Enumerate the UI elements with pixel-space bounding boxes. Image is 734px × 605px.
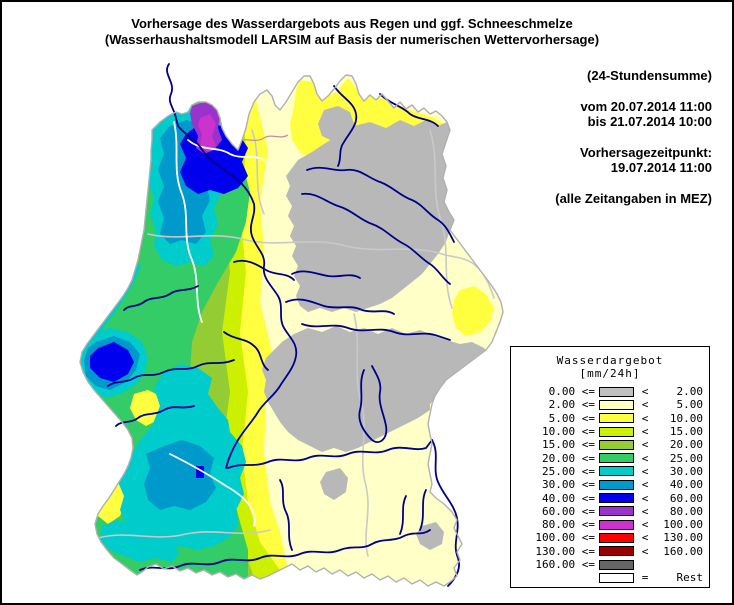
legend-left: 2.00 <= [548, 398, 595, 412]
title-line-1: Vorhersage des Wasserdargebots aus Regen… [131, 16, 573, 31]
legend-left: 60.00 <= [542, 504, 595, 518]
legend-op: < [641, 518, 649, 532]
legend-row-5: 20.00 <= <25.00 [511, 451, 709, 465]
legend-swatch [599, 559, 634, 570]
legend-unit: [mm/24h] [579, 367, 641, 380]
legend-rows: 0.00 <= <2.00 2.00 <= <5.00 5.00 <= <10.00 10.… [511, 385, 709, 584]
legend-row-6: 25.00 <= <30.00 [511, 465, 709, 478]
legend-right: 20.00 [669, 438, 703, 452]
legend-op: < [641, 531, 649, 545]
legend-row-1: 2.00 <= <5.00 [511, 398, 709, 411]
legend-right: 130.00 [663, 531, 703, 545]
legend-swatch [599, 479, 634, 490]
river-network [107, 63, 460, 587]
legend-row-9: 60.00 <= <80.00 [511, 505, 709, 518]
legend-op: < [641, 464, 649, 478]
legend-title: Wasserdargebot [556, 354, 664, 367]
period-to: bis 21.07.2014 10:00 [587, 114, 712, 129]
legend-swatch [599, 493, 634, 504]
legend-op: < [641, 491, 649, 505]
forecast-time-value: 19.07.2014 11:00 [610, 160, 712, 175]
forecast-time-label: Vorhersagezeitpunkt: [580, 145, 712, 160]
page-title: Vorhersage des Wasserdargebots aus Regen… [22, 16, 682, 48]
legend-row-13: 160.00 <= [511, 558, 709, 571]
legend-swatch [599, 439, 634, 450]
legend-left: 130.00 <= [535, 544, 595, 558]
legend-left: 80.00 <= [542, 518, 595, 532]
legend-left: 25.00 <= [542, 464, 595, 478]
legend-row-14: = Rest [511, 571, 709, 584]
legend-row-3: 10.00 <= <15.00 [511, 425, 709, 438]
legend-swatch [599, 399, 634, 410]
legend-op: < [641, 451, 649, 465]
legend-op: = [641, 571, 649, 585]
legend-right: 30.00 [669, 464, 703, 478]
legend-left: 15.00 <= [542, 438, 595, 452]
legend-right: Rest [676, 571, 704, 585]
legend-swatch [599, 532, 634, 543]
legend-right: 25.00 [669, 451, 703, 465]
legend-left: 5.00 <= [548, 411, 595, 425]
legend-row-11: 100.00 <= <130.00 [511, 531, 709, 544]
legend-left: 40.00 <= [542, 491, 595, 505]
legend-left: 10.00 <= [542, 425, 595, 439]
legend-right: 40.00 [669, 478, 703, 492]
legend-row-4: 15.00 <= <20.00 [511, 438, 709, 451]
legend-row-8: 40.00 <= <60.00 [511, 491, 709, 505]
legend-left: 30.00 <= [542, 478, 595, 492]
period-from: vom 20.07.2014 11:00 [580, 99, 712, 114]
legend-op: < [641, 385, 649, 399]
legend-left: 160.00 <= [535, 558, 595, 571]
legend-op: < [641, 544, 649, 558]
legend-op: < [641, 398, 649, 412]
legend-left: 100.00 <= [535, 531, 595, 545]
legend-op: < [641, 504, 649, 518]
legend-right: 60.00 [669, 491, 703, 505]
legend-swatch [599, 426, 634, 437]
state-border [79, 74, 504, 587]
legend-left: 20.00 <= [542, 451, 595, 465]
sum-label: (24-Stundensumme) [587, 68, 712, 83]
legend-swatch [599, 413, 634, 424]
legend-row-12: 130.00 <= <160.00 [511, 545, 709, 558]
legend-right: 100.00 [663, 518, 703, 532]
legend-right: 5.00 [676, 398, 704, 412]
legend-op: < [641, 478, 649, 492]
legend-row-0: 0.00 <= <2.00 [511, 385, 709, 398]
legend-op: < [641, 425, 649, 439]
legend-box: Wasserdargebot [mm/24h] 0.00 <= <2.00 2.00… [510, 346, 710, 588]
legend-right: 160.00 [663, 544, 703, 558]
legend-row-2: 5.00 <= <10.00 [511, 412, 709, 425]
legend-row-10: 80.00 <= <100.00 [511, 518, 709, 531]
forecast-info: (24-Stundensumme) vom 20.07.2014 11:00 b… [555, 68, 712, 206]
legend-right: 2.00 [676, 385, 704, 399]
legend-op: < [641, 411, 649, 425]
legend-op: < [641, 438, 649, 452]
legend-right: 15.00 [669, 425, 703, 439]
legend-row-7: 30.00 <= <40.00 [511, 478, 709, 491]
legend-swatch [599, 506, 634, 517]
legend-right: 80.00 [669, 504, 703, 518]
title-line-2: (Wasserhaushaltsmodell LARSIM auf Basis … [104, 32, 600, 47]
legend-swatch [599, 572, 634, 583]
legend-right: 10.00 [669, 411, 703, 425]
legend-left: 0.00 <= [548, 385, 595, 399]
legend-swatch [599, 546, 634, 557]
timezone-note: (alle Zeitangaben in MEZ) [555, 191, 712, 206]
legend-swatch [599, 519, 634, 530]
legend-swatch [599, 386, 634, 397]
legend-swatch [599, 466, 634, 477]
legend-swatch [599, 453, 634, 464]
